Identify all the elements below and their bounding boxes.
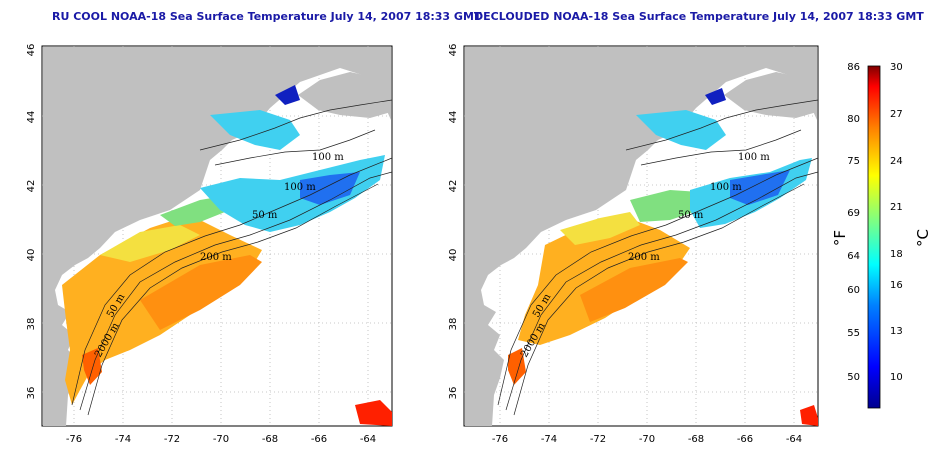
left-panel-title: RU COOL NOAA-18 Sea Surface Temperature …	[52, 10, 482, 23]
right-lon-tick: -66	[737, 434, 753, 445]
left-lon-tick: -76	[66, 434, 82, 445]
right-lat-tick: 42	[448, 180, 459, 193]
right-lon-tick: -70	[639, 434, 655, 445]
fahrenheit-tick: 86	[847, 62, 860, 73]
right-lat-tick: 44	[448, 111, 459, 124]
fahrenheit-tick: 50	[847, 372, 860, 383]
celsius-tick: 21	[890, 202, 903, 213]
right-panel-title: DECLOUDED NOAA-18 Sea Surface Temperatur…	[474, 10, 924, 23]
celsius-tick: 13	[890, 326, 903, 337]
right-lat-tick: 46	[448, 44, 459, 57]
left-contour-label-200m: 200 m	[200, 252, 232, 263]
right-lon-tick: -68	[688, 434, 704, 445]
fahrenheit-tick-labels: 86 80 75 69 64 60 55 50	[847, 62, 860, 383]
left-contour-label-100m-b: 100 m	[284, 182, 316, 193]
right-lat-tick: 38	[448, 318, 459, 331]
left-lat-tick-labels: 46 44 42 40 38 36	[26, 44, 37, 400]
left-lon-tick-labels: -76 -74 -72 -70 -68 -66 -64	[66, 434, 376, 445]
right-lon-tick: -76	[492, 434, 508, 445]
left-contour-label-50m-a: 50 m	[252, 210, 278, 221]
right-lat-tick-labels: 46 44 42 40 38 36	[448, 44, 459, 400]
celsius-tick: 30	[890, 62, 903, 73]
left-lat-tick: 44	[26, 111, 37, 124]
fahrenheit-tick: 75	[847, 156, 860, 167]
fahrenheit-tick: 80	[847, 114, 860, 125]
left-lon-tick: -68	[262, 434, 278, 445]
right-lat-tick: 36	[448, 387, 459, 400]
celsius-tick: 10	[890, 372, 903, 383]
right-sst-field	[508, 88, 818, 426]
left-lat-tick: 46	[26, 44, 37, 57]
left-lat-tick: 42	[26, 180, 37, 193]
right-land-mass	[465, 47, 817, 426]
fahrenheit-unit-label: °F	[831, 230, 849, 246]
left-lon-tick: -64	[360, 434, 376, 445]
right-map-panel: 100 m 100 m 50 m 200 m 50 m 2000 m 46 44…	[448, 44, 819, 445]
celsius-unit-label: °C	[914, 229, 932, 247]
right-nova-scotia	[724, 72, 817, 118]
right-lat-tick: 40	[448, 249, 459, 262]
left-sst-field	[62, 85, 392, 426]
fahrenheit-tick: 55	[847, 328, 860, 339]
left-lon-tick: -74	[115, 434, 131, 445]
celsius-tick: 16	[890, 280, 903, 291]
right-lon-tick: -64	[786, 434, 802, 445]
right-lon-tick: -72	[590, 434, 606, 445]
left-map-panel: 100 m 100 m 50 m 200 m 50 m 2000 m 46 44…	[26, 44, 393, 445]
colorbar-gradient	[867, 65, 881, 409]
right-contour-label-50m-a: 50 m	[678, 210, 704, 221]
right-contour-label-100m-a: 100 m	[738, 152, 770, 163]
fahrenheit-tick: 69	[847, 208, 860, 219]
left-lat-tick: 40	[26, 249, 37, 262]
left-lon-tick: -66	[311, 434, 327, 445]
right-lon-tick: -74	[541, 434, 557, 445]
celsius-tick-labels: 30 27 24 21 18 16 13 10	[890, 62, 903, 383]
fahrenheit-tick: 64	[847, 251, 860, 262]
left-bathymetry-contours	[71, 99, 393, 416]
celsius-tick: 24	[890, 156, 903, 167]
temperature-colorbar: 86 80 75 69 64 60 55 50 30 27 24 21 18 1…	[831, 62, 932, 409]
celsius-tick: 18	[890, 249, 903, 260]
left-lon-tick: -70	[213, 434, 229, 445]
celsius-tick: 27	[890, 109, 903, 120]
left-lon-tick: -72	[164, 434, 180, 445]
fahrenheit-tick: 60	[847, 285, 860, 296]
left-contour-label-100m-a: 100 m	[312, 152, 344, 163]
right-contour-label-100m-b: 100 m	[710, 182, 742, 193]
left-lat-tick: 38	[26, 318, 37, 331]
left-nova-scotia	[298, 72, 391, 118]
right-contour-label-200m: 200 m	[628, 252, 660, 263]
left-lat-tick: 36	[26, 387, 37, 400]
right-bathymetry-contours	[497, 99, 819, 416]
right-lon-tick-labels: -76 -74 -72 -70 -68 -66 -64	[492, 434, 802, 445]
left-land-mass	[43, 47, 391, 426]
